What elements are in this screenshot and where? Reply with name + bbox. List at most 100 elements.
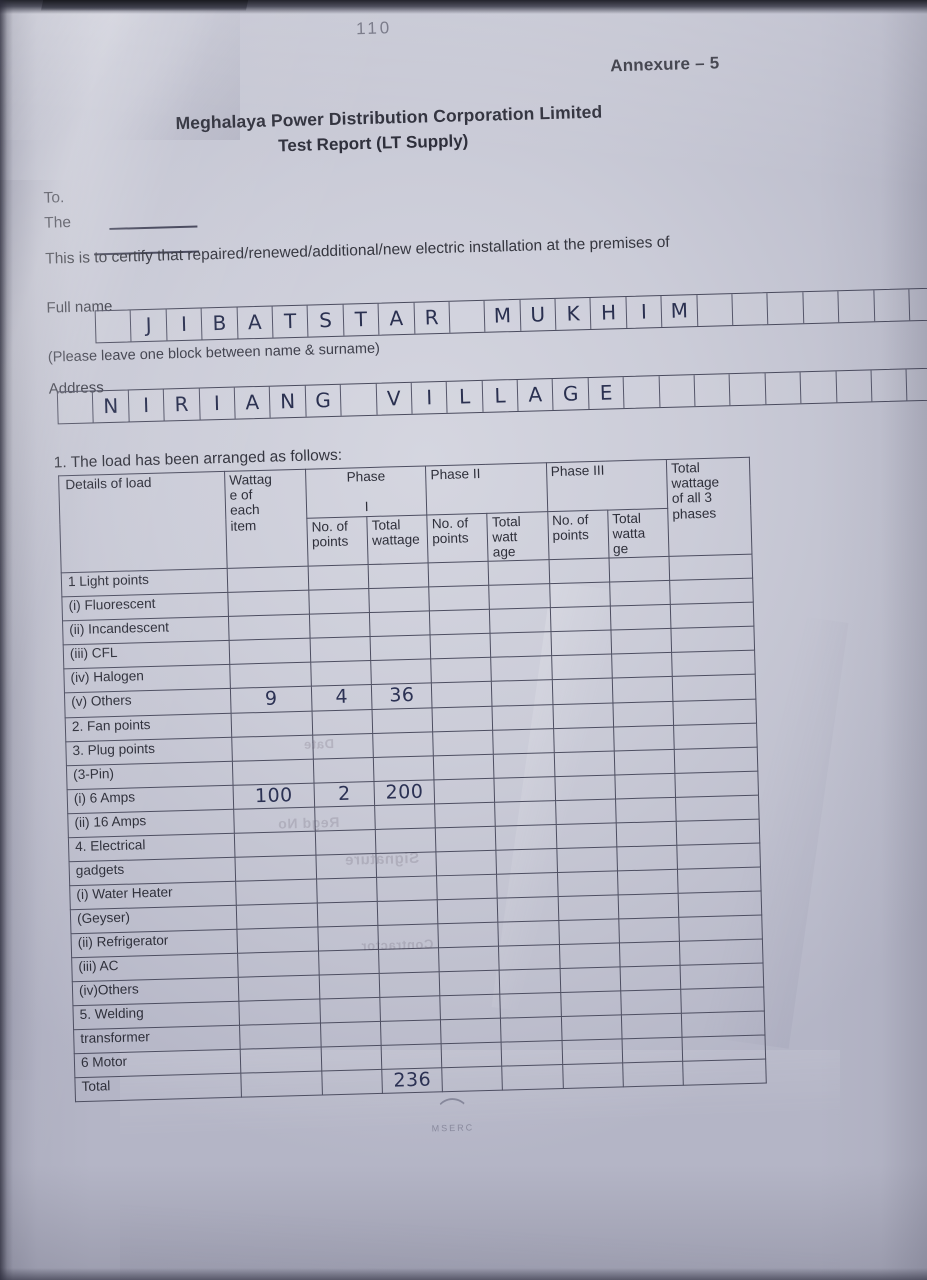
cell-p2-total-wattage[interactable]	[495, 824, 557, 851]
address-cell[interactable]: I	[128, 389, 165, 422]
cell-p1-no-of-points[interactable]	[309, 612, 371, 639]
cell-p1-no-of-points[interactable]	[316, 877, 378, 903]
cell-p3-total-wattage[interactable]	[617, 893, 679, 919]
cell-total-all-phases[interactable]	[674, 770, 759, 798]
cell-total-all-phases[interactable]	[679, 938, 764, 966]
cell-p1-no-of-points[interactable]	[319, 973, 380, 999]
cell-p3-total-wattage[interactable]	[615, 797, 677, 823]
cell-p1-no-of-points[interactable]	[315, 829, 377, 855]
cell-p2-total-wattage[interactable]	[497, 896, 559, 923]
cell-p2-total-wattage[interactable]	[492, 704, 554, 730]
cell-p1-no-of-points[interactable]	[310, 660, 372, 687]
cell-p2-no-of-points[interactable]	[440, 1017, 502, 1044]
cell-p2-no-of-points[interactable]	[434, 802, 496, 828]
address-cell[interactable]: R	[163, 388, 201, 421]
address-cell[interactable]: L	[482, 379, 519, 412]
cell-total-all-phases[interactable]	[680, 962, 764, 990]
cell-p1-no-of-points[interactable]	[315, 853, 377, 879]
cell-wattage-each-item[interactable]	[231, 710, 313, 737]
cell-p2-total-wattage[interactable]	[496, 872, 558, 899]
cell-wattage-each-item[interactable]	[236, 926, 319, 954]
cell-p2-no-of-points[interactable]	[436, 850, 497, 876]
cell-p2-total-wattage[interactable]	[491, 679, 553, 706]
cell-total-all-phases[interactable]	[674, 746, 758, 773]
cell-p2-no-of-points[interactable]	[431, 657, 492, 684]
cell-p2-no-of-points[interactable]	[433, 753, 495, 780]
address-cell[interactable]	[800, 371, 837, 404]
cell-p2-no-of-points[interactable]	[432, 705, 494, 732]
cell-total-all-phases[interactable]	[681, 1010, 765, 1038]
full-name-cell[interactable]: M	[484, 299, 522, 332]
cell-wattage-each-item[interactable]	[234, 830, 316, 858]
cell-wattage-each-item[interactable]	[235, 878, 318, 906]
cell-wattage-each-item[interactable]	[238, 974, 320, 1002]
cell-p2-total-wattage[interactable]	[490, 631, 552, 658]
cell-p3-total-wattage[interactable]	[618, 917, 680, 943]
cell-p3-total-wattage[interactable]	[615, 821, 677, 847]
full-name-cell[interactable]	[873, 289, 911, 322]
cell-p2-no-of-points[interactable]	[435, 826, 497, 852]
cell-p3-no-of-points[interactable]	[556, 846, 618, 873]
cell-p1-total-wattage[interactable]	[378, 947, 440, 974]
cell-p3-no-of-points[interactable]	[549, 582, 611, 608]
cell-p3-total-wattage[interactable]	[622, 1061, 684, 1087]
cell-p3-no-of-points[interactable]	[561, 1014, 622, 1041]
cell-p1-total-wattage[interactable]	[377, 899, 439, 926]
cell-p2-total-wattage[interactable]	[489, 583, 550, 610]
cell-wattage-each-item[interactable]	[240, 1070, 323, 1098]
cell-p2-total-wattage[interactable]	[501, 1040, 563, 1066]
cell-wattage-each-item[interactable]	[227, 590, 310, 617]
full-name-cell[interactable]: U	[520, 298, 557, 331]
cell-wattage-each-item[interactable]	[234, 854, 317, 882]
cell-wattage-each-item[interactable]	[240, 1046, 322, 1074]
full-name-cell[interactable]	[767, 292, 805, 325]
cell-p1-total-wattage[interactable]	[368, 587, 430, 613]
cell-total-all-phases[interactable]	[682, 1058, 767, 1086]
cell-p3-total-wattage[interactable]	[621, 1013, 683, 1039]
address-cell[interactable]: N	[93, 390, 130, 423]
full-name-cell[interactable]: T	[272, 305, 309, 338]
address-cell[interactable]: N	[270, 385, 307, 418]
cell-p1-total-wattage[interactable]	[375, 827, 437, 854]
address-cell[interactable]	[340, 383, 378, 416]
address-cell[interactable]	[694, 374, 731, 407]
cell-p1-total-wattage[interactable]	[369, 611, 431, 637]
cell-total-all-phases[interactable]	[669, 554, 753, 581]
full-name-cell[interactable]	[732, 293, 769, 326]
cell-total-all-phases[interactable]	[680, 986, 765, 1014]
cell-p2-total-wattage[interactable]	[494, 776, 556, 803]
cell-wattage-each-item[interactable]	[239, 1022, 322, 1050]
cell-p2-no-of-points[interactable]	[438, 922, 499, 948]
full-name-cell[interactable]: I	[166, 308, 203, 341]
cell-p3-no-of-points[interactable]	[549, 606, 611, 632]
cell-p3-no-of-points[interactable]	[553, 750, 615, 777]
cell-wattage-each-item[interactable]	[237, 950, 320, 978]
cell-p2-total-wattage[interactable]	[500, 1016, 562, 1042]
address-cell[interactable]: I	[199, 387, 236, 420]
full-name-cell[interactable]: A	[237, 306, 274, 339]
cell-p3-total-wattage[interactable]	[614, 748, 675, 775]
cell-p2-no-of-points[interactable]	[430, 633, 492, 660]
cell-p3-total-wattage[interactable]	[619, 941, 681, 967]
cell-p2-no-of-points[interactable]	[429, 609, 491, 636]
address-cell[interactable]: V	[376, 382, 413, 415]
cell-p2-total-wattage[interactable]	[491, 655, 552, 682]
cell-p1-no-of-points[interactable]	[317, 925, 379, 951]
cell-p1-total-wattage[interactable]	[372, 731, 434, 758]
cell-total-all-phases[interactable]	[677, 866, 762, 894]
cell-p1-no-of-points[interactable]	[308, 564, 369, 591]
cell-p3-total-wattage[interactable]	[609, 580, 671, 607]
cell-p2-total-wattage[interactable]	[496, 848, 558, 875]
cell-p3-no-of-points[interactable]	[559, 966, 621, 993]
cell-p3-no-of-points[interactable]	[554, 774, 616, 801]
cell-p3-total-wattage[interactable]	[612, 676, 673, 703]
cell-total-all-phases[interactable]	[672, 674, 756, 701]
address-cell[interactable]	[765, 372, 802, 405]
address-cell[interactable]: E	[588, 377, 625, 410]
cell-p2-total-wattage[interactable]	[500, 992, 562, 1018]
cell-wattage-each-item[interactable]	[228, 614, 311, 641]
cell-total-all-phases[interactable]	[678, 890, 762, 918]
cell-p2-no-of-points[interactable]	[438, 946, 500, 972]
cell-wattage-each-item[interactable]	[229, 662, 312, 689]
cell-p3-total-wattage[interactable]	[616, 845, 678, 871]
